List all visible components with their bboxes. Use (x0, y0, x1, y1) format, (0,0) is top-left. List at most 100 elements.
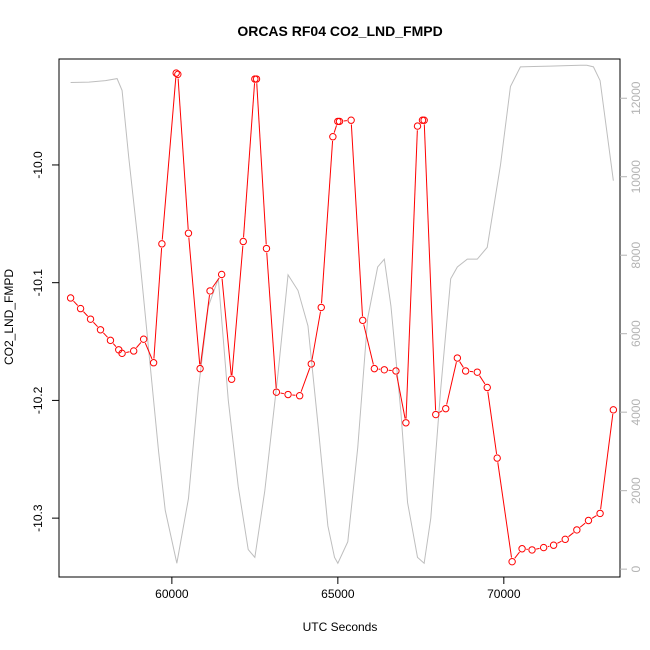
co2-data-point (442, 404, 450, 413)
co2-series-segment (221, 278, 232, 376)
y2-tick-label: 0 (629, 565, 643, 572)
co2-series-segment (479, 375, 486, 385)
co2-data-point (129, 347, 138, 355)
co2-series-segment (243, 83, 256, 238)
co2-series-segment (200, 295, 211, 365)
co2-series-segment (300, 367, 311, 392)
axes-layer: 60000 65000 70000 -10.3 -10.2 -10.1 -10.0 0 2000… (31, 81, 643, 601)
co2-data-point (518, 545, 526, 553)
y2-tick-label: 2000 (629, 477, 643, 504)
co2-series-segment (487, 391, 498, 455)
y2-tick-label: 10000 (629, 160, 643, 194)
x-tick-label: 70000 (487, 587, 521, 601)
co2-series-segment (280, 392, 285, 395)
co2-series-segment (103, 332, 108, 338)
x-tick-label: 65000 (321, 587, 355, 601)
co2-data-point (432, 410, 440, 419)
co2-data-point (402, 419, 410, 427)
co2-series-segment (126, 351, 130, 353)
co2-data-point (561, 535, 569, 544)
co2-data-point (206, 287, 214, 295)
co2-data-point (461, 367, 470, 375)
co2-data-point (118, 349, 126, 358)
y-tick-label: -10.1 (31, 269, 45, 297)
co2-series-segment (568, 532, 574, 538)
co2-data-point (196, 364, 204, 373)
y-tick-label: -10.2 (31, 386, 45, 414)
co2-data-point (584, 516, 593, 525)
co2-data-point (66, 294, 75, 302)
y-tick-label: -10.3 (31, 504, 45, 532)
co2-data-point (86, 315, 95, 323)
y-axis-label: CO2_LND_FMPD (2, 269, 16, 365)
co2-series-segment (497, 462, 513, 558)
co2-series-segment (153, 247, 163, 359)
co2-series-segment (333, 125, 338, 133)
co2-series-segment (536, 547, 540, 550)
co2-series-segment (177, 78, 189, 230)
co2-data-point (172, 69, 180, 77)
co2-data-point (295, 392, 304, 400)
altitude-series-line (70, 64, 614, 565)
co2-data-point (149, 359, 158, 367)
co2-data-point (473, 368, 481, 376)
co2-data-point (453, 354, 462, 362)
co2-data-point (184, 229, 193, 237)
co2-series-segment (144, 342, 153, 360)
y2-tick-label: 4000 (629, 399, 643, 426)
co2-data-point (335, 117, 344, 126)
co2-data-point (139, 335, 148, 343)
co2-data-point (380, 366, 389, 374)
y2-tick-label: 6000 (629, 320, 643, 347)
y-tick-label: -10.0 (31, 151, 45, 179)
co2-series-segment (83, 311, 89, 317)
co2-data-point (262, 244, 271, 253)
co2-data-point (420, 116, 428, 124)
co2-data-point (573, 526, 581, 534)
co2-series-segment (321, 140, 334, 304)
co2-series-segment (439, 410, 443, 413)
co2-series-segment (256, 83, 267, 245)
co2-data-point (549, 541, 558, 549)
co2-data-point (272, 388, 281, 396)
co2-series-segment (423, 124, 437, 411)
co2-data-point (174, 70, 182, 79)
co2-data-point (217, 270, 226, 279)
co2-data-point (493, 454, 501, 462)
co2-series-segment (231, 245, 244, 376)
y2-tick-label: 12000 (629, 81, 643, 115)
co2-data-point (392, 367, 400, 375)
co2-series-segment (188, 237, 201, 365)
co2-data-point (317, 303, 325, 312)
co2-data-point (596, 509, 604, 518)
co2-series-segment (212, 277, 220, 288)
series-layer (66, 64, 618, 566)
co2-series-segment (311, 311, 322, 360)
co2-data-point (609, 406, 618, 414)
co2-series-segment (579, 522, 586, 528)
co2-data-point (227, 375, 236, 383)
y2-tick-label: 8000 (629, 242, 643, 269)
co2-data-point (76, 304, 85, 313)
co2-data-point (106, 336, 115, 345)
co2-data-point (252, 75, 261, 83)
co2-series-segment (73, 300, 79, 306)
co2-series-segment (396, 375, 406, 419)
x-axis-label: UTC Seconds (303, 620, 378, 634)
co2-series-segment (446, 362, 457, 405)
co2-data-point (359, 316, 367, 325)
co2-series-segment (136, 342, 142, 349)
co2-series-segment (514, 551, 520, 559)
co2-data-point (483, 383, 491, 392)
co2-series-segment (93, 321, 98, 328)
co2-data-point (539, 543, 548, 552)
x-tick-label: 60000 (155, 587, 189, 601)
co2-series-segment (350, 124, 363, 317)
plot-frame (58, 58, 621, 578)
co2-data-point (239, 237, 247, 246)
co2-series-segment (459, 361, 464, 368)
co2-series-segment (557, 540, 562, 544)
co2-data-point (528, 546, 536, 554)
co2-series-segment (600, 413, 614, 510)
co2-data-point (158, 240, 166, 248)
